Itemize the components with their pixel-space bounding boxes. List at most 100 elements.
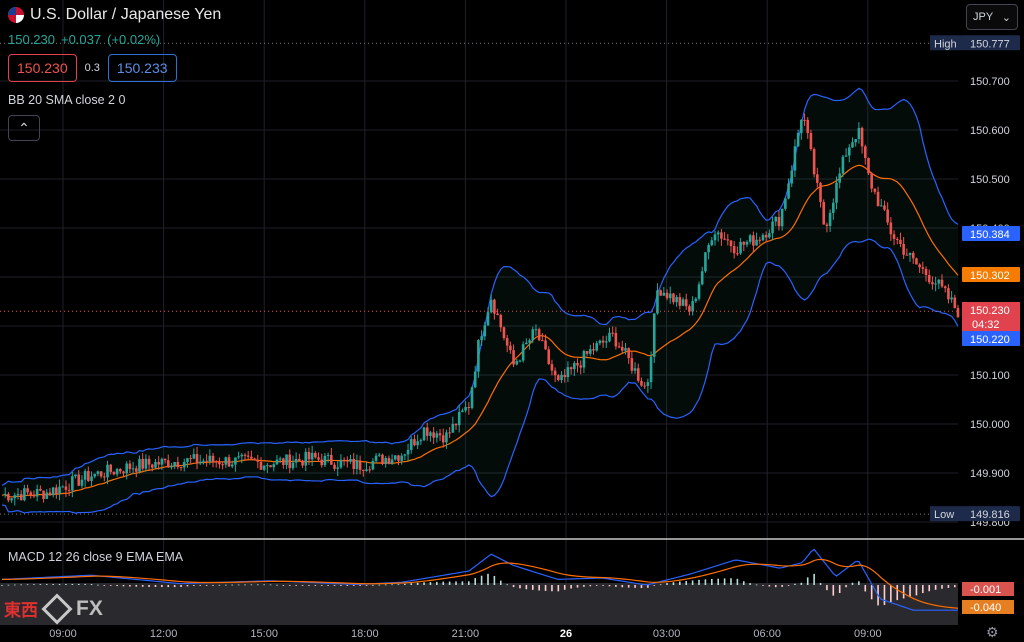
macd-histogram-bar xyxy=(627,585,630,588)
candle-body xyxy=(595,343,599,351)
symbol-title-row: U.S. Dollar / Japanese Yen xyxy=(8,6,221,24)
macd-histogram-bar xyxy=(218,584,221,586)
sell-button[interactable]: 150.230 xyxy=(8,54,77,82)
macd-histogram-bar xyxy=(711,578,713,585)
gear-icon[interactable]: ⚙ xyxy=(986,624,999,640)
candle-body xyxy=(710,240,714,246)
macd-histogram-bar xyxy=(621,585,624,588)
symbol-title: U.S. Dollar / Japanese Yen xyxy=(30,6,222,23)
candle-body xyxy=(29,492,33,495)
candle-body xyxy=(218,461,221,465)
candle-body xyxy=(857,127,861,140)
candle-body xyxy=(147,458,151,465)
candle-body xyxy=(448,432,451,434)
candle-body xyxy=(566,367,570,378)
macd-histogram-bar xyxy=(941,585,943,589)
candle-body xyxy=(163,458,167,461)
macd-histogram-bar xyxy=(858,581,860,585)
bb-lower-badge-bg xyxy=(962,331,1020,346)
buy-price: 150.233 xyxy=(116,60,168,76)
macd-histogram-bar xyxy=(608,585,611,587)
macd-histogram-bar xyxy=(180,585,182,587)
candle-body xyxy=(221,464,224,466)
candle-body xyxy=(908,252,912,256)
macd-histogram-bar xyxy=(97,584,99,586)
candle-body xyxy=(752,235,755,246)
collapse-legend-button[interactable]: ⌃ xyxy=(8,115,40,141)
candle-body xyxy=(198,461,202,464)
candle-body xyxy=(377,454,381,456)
candle-body xyxy=(195,454,199,464)
macd-histogram-bar xyxy=(781,585,783,587)
macd-histogram-bar xyxy=(333,585,336,586)
macd-histogram-bar xyxy=(129,585,131,587)
macd-histogram-bar xyxy=(666,583,668,585)
candle-body xyxy=(154,461,157,468)
macd-histogram-bar xyxy=(474,578,477,585)
macd-histogram-bar xyxy=(730,578,732,585)
candle-body xyxy=(304,451,308,466)
candle-body xyxy=(892,234,896,239)
candle-body xyxy=(803,119,806,121)
macd-histogram-bar xyxy=(819,583,822,585)
candle-body xyxy=(835,182,838,203)
candle-body xyxy=(889,222,893,235)
candle-body xyxy=(330,454,333,465)
macd-histogram-bar xyxy=(755,584,758,586)
macd-histogram-bar xyxy=(749,583,751,585)
macd-histogram-bar xyxy=(647,585,649,588)
macd-histogram-bar xyxy=(487,573,489,585)
macd-histogram-bar xyxy=(525,585,528,590)
macd-histogram-bar xyxy=(468,581,470,585)
candle-body xyxy=(464,407,467,411)
currency-select[interactable]: JPY ⌄ xyxy=(966,4,1018,30)
candle-body xyxy=(122,471,125,474)
candle-body xyxy=(230,464,234,467)
candle-body xyxy=(42,490,45,499)
candle-body xyxy=(473,371,477,388)
candle-body xyxy=(819,182,822,202)
macd-histogram-bar xyxy=(551,585,553,592)
macd-histogram-bar xyxy=(845,585,847,588)
candle-body xyxy=(790,170,794,184)
candle-body xyxy=(902,244,905,255)
macd-histogram-bar xyxy=(340,585,342,586)
candle-body xyxy=(186,458,189,463)
candle-body xyxy=(812,149,816,175)
candle-body xyxy=(176,462,180,467)
time-axis-tick: 09:00 xyxy=(854,628,882,640)
macd-histogram-bar xyxy=(864,585,867,592)
buy-button[interactable]: 150.233 xyxy=(107,54,177,82)
candle-body xyxy=(10,498,13,501)
bollinger-bands-legend[interactable]: BB 20 SMA close 2 0 xyxy=(8,93,126,107)
candle-body xyxy=(825,224,829,226)
macd-legend[interactable]: MACD 12 26 close 9 EMA EMA xyxy=(8,550,184,564)
candle-body xyxy=(67,489,71,491)
candle-body xyxy=(166,460,170,468)
low-value-badge-bg xyxy=(962,506,1020,522)
candle-body xyxy=(339,459,343,468)
macd-histogram-bar xyxy=(742,581,745,585)
macd-histogram-bar xyxy=(794,583,796,585)
candle-body xyxy=(697,284,701,299)
candle-body xyxy=(755,239,758,246)
candle-body xyxy=(879,205,883,207)
macd-histogram-bar xyxy=(576,585,579,588)
candle-body xyxy=(668,293,672,299)
macd-histogram-bar xyxy=(461,581,464,585)
macd-histogram-bar xyxy=(263,584,265,586)
candle-body xyxy=(672,293,675,303)
candle-body xyxy=(189,458,192,460)
macd-histogram-bar xyxy=(806,577,809,585)
candle-body xyxy=(883,205,886,210)
macd-histogram-bar xyxy=(902,585,905,599)
macd-histogram-bar xyxy=(359,585,361,586)
macd-histogram-bar xyxy=(448,581,451,585)
macd-histogram-bar xyxy=(544,585,547,591)
macd-histogram-bar xyxy=(45,584,48,585)
candle-body xyxy=(390,459,394,464)
macd-histogram-bar xyxy=(570,585,572,589)
candle-body xyxy=(429,432,432,436)
